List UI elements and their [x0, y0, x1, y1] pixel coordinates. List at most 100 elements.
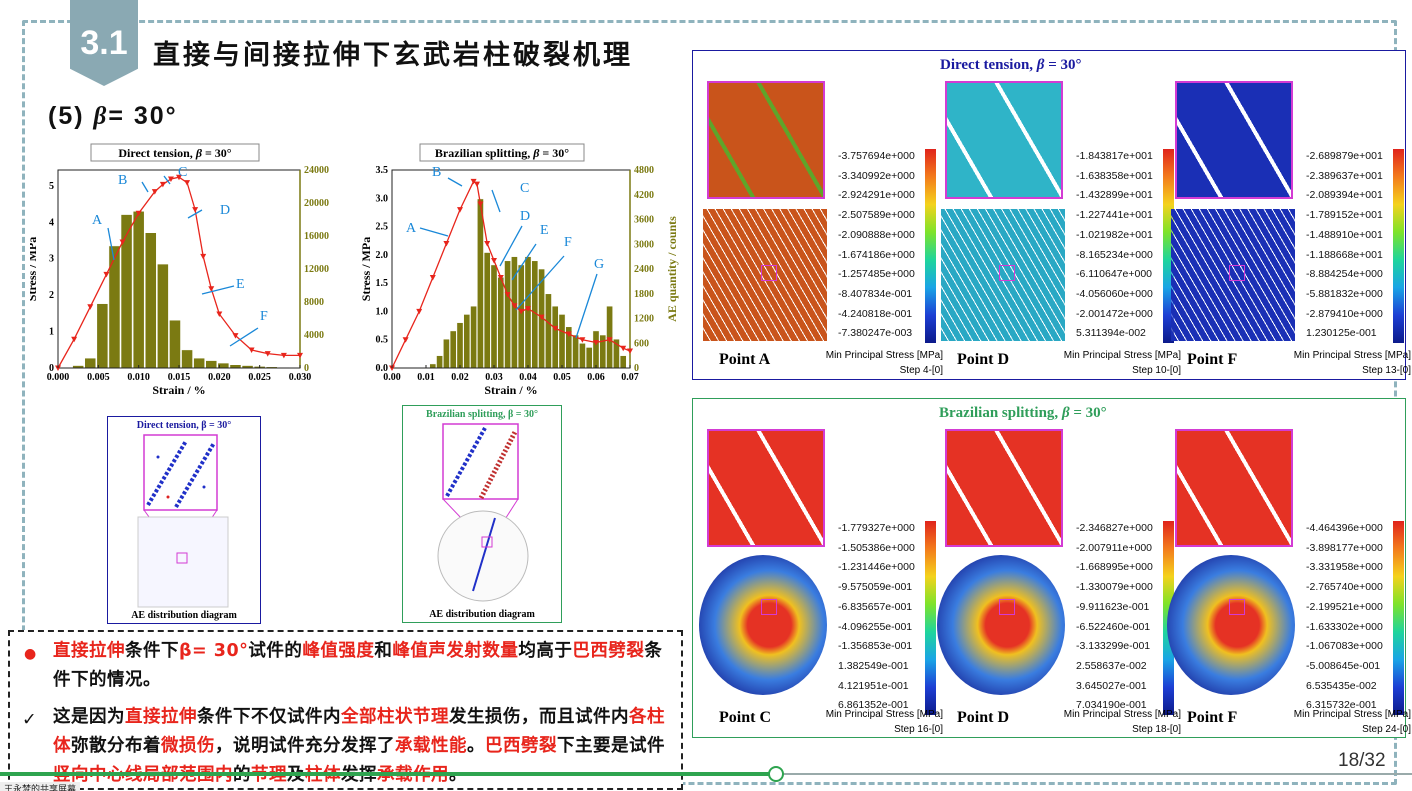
x-tick-label: 0.010: [127, 372, 150, 383]
stress-meta-step: Step 18-[0]: [1132, 724, 1181, 735]
y2-tick-label: 1800: [634, 289, 654, 300]
note-text: ，说明试件充分发挥了: [215, 736, 395, 756]
stress-marker: [103, 271, 110, 278]
color-scale-labels: -2.689879e+001 -2.389637e+001 -2.089394e+0…: [1306, 147, 1383, 344]
color-scale-value: 1.230125e-001: [1306, 327, 1377, 340]
x-axis-label: Strain / %: [484, 383, 537, 397]
stress-strain-line: [391, 180, 631, 369]
y-tick-label: 2.5: [376, 222, 389, 233]
point-label: Point D: [957, 709, 1009, 726]
stress-meta-step: Step 4-[0]: [899, 365, 943, 376]
stress-marker: [248, 347, 255, 353]
stress-meta-step: Step 24-[0]: [1362, 724, 1411, 735]
ae-diagram-title: Brazilian splitting, β = 30°: [426, 409, 538, 420]
color-scale-value: -1.356853e-001: [838, 640, 913, 653]
y2-tick-label: 4800: [634, 165, 654, 176]
ae-bar: [442, 338, 450, 369]
color-scale-value: -1.638358e+001: [1076, 169, 1153, 182]
highlight-text: 各柱体: [53, 707, 665, 756]
ae-bar: [483, 252, 491, 369]
y-tick-label: 2.0: [376, 250, 389, 261]
stress-marker: [477, 201, 484, 207]
y2-tick-label: 0: [304, 363, 309, 374]
point-label: Point C: [719, 709, 771, 726]
note-text: 和: [374, 641, 393, 661]
y-tick-label: 0.0: [376, 363, 389, 374]
playback-knob[interactable]: [768, 766, 784, 782]
y2-tick-label: 3600: [634, 215, 654, 226]
color-scale-value: -1.257485e+000: [838, 268, 915, 281]
x-tick-label: 0.01: [417, 372, 435, 383]
playback-track[interactable]: [775, 773, 1412, 775]
color-scale-value: 6.535435e-002: [1306, 679, 1377, 692]
note-text: 均高于: [518, 641, 573, 661]
stress-meta-step: Step 13-[0]: [1362, 365, 1411, 376]
ae-bar: [157, 263, 169, 369]
ae-bar: [619, 355, 627, 369]
stress-marker: [416, 308, 423, 315]
stress-marker: [627, 348, 633, 355]
stress-marker: [71, 336, 78, 343]
point-label: B: [432, 165, 441, 180]
ae-diagram-title: Direct tension, β = 30°: [136, 420, 232, 431]
stress-marker: [192, 207, 199, 213]
y2-tick-label: 16000: [304, 231, 329, 242]
zoom-inset: [707, 429, 825, 547]
stress-marker: [538, 314, 545, 321]
note-text: 弥散分布着: [71, 736, 161, 756]
playback-progress[interactable]: [0, 772, 775, 776]
zoom-region: [761, 265, 777, 281]
x-tick-label: 0.02: [451, 372, 469, 383]
ae-bar: [205, 360, 218, 369]
stress-meta-title: Min Principal Stress [MPa]: [1063, 709, 1181, 720]
y2-tick-label: 24000: [304, 165, 329, 176]
point-label: Point F: [1187, 709, 1238, 726]
note-text: 条件下不仅试件内: [197, 707, 341, 727]
note-text: 条件下的情况。: [53, 641, 663, 690]
chart-title-box: [419, 143, 585, 162]
y2-tick-label: 4200: [634, 190, 654, 201]
color-scale-bar: [925, 521, 936, 715]
stress-marker: [484, 241, 491, 247]
x-tick-label: 0.03: [485, 372, 503, 383]
zoom-region: [999, 265, 1015, 281]
color-scale-value: -1.227441e+001: [1076, 209, 1153, 222]
stress-marker: [552, 325, 559, 332]
point-label: C: [520, 181, 529, 196]
note-text: 条件下: [125, 641, 179, 661]
stress-meta-title: Min Principal Stress [MPa]: [1063, 350, 1181, 361]
color-scale-value: -1.633302e+000: [1306, 620, 1383, 633]
color-scale-value: -4.096255e-001: [838, 620, 913, 633]
point-label: A: [92, 213, 103, 228]
ae-bar: [120, 214, 133, 369]
stress-marker: [264, 351, 271, 357]
color-scale-value: 6.861352e-001: [838, 699, 909, 712]
zoom-inset: [707, 81, 825, 199]
color-scale-value: -6.835657e-001: [838, 600, 913, 613]
stress-meta-title: Min Principal Stress [MPa]: [1293, 709, 1411, 720]
x-tick-label: 0.000: [47, 372, 70, 383]
point-label: D: [520, 209, 530, 224]
x-tick-label: 0.025: [248, 372, 271, 383]
ae-diagram-graphic: [137, 434, 229, 608]
ae-bar: [572, 334, 580, 369]
stress-marker: [443, 241, 450, 247]
point-label: Point D: [957, 351, 1009, 368]
ae-bar: [497, 276, 505, 369]
highlight-text: 直接拉伸: [53, 641, 125, 661]
x-tick-label: 0.07: [621, 372, 639, 383]
y2-tick-label: 20000: [304, 198, 329, 209]
specimen-view: [941, 209, 1065, 341]
x-tick-label: 0.05: [553, 372, 571, 383]
share-label: 王永梦的共享屏幕: [0, 782, 81, 791]
panel-title: Brazilian splitting, β = 30°: [939, 405, 1107, 421]
ae-bar: [524, 256, 532, 369]
point-label: B: [118, 173, 127, 188]
stress-meta: Min Principal Stress [MPa] Step 24-[0]: [1291, 707, 1411, 737]
stress-marker: [200, 253, 207, 260]
y-tick-label: 1.5: [376, 278, 389, 289]
stress-marker: [176, 174, 182, 181]
y-tick-label: 1.0: [376, 306, 389, 317]
stress-marker: [620, 345, 627, 352]
point-pointer: [229, 327, 259, 347]
